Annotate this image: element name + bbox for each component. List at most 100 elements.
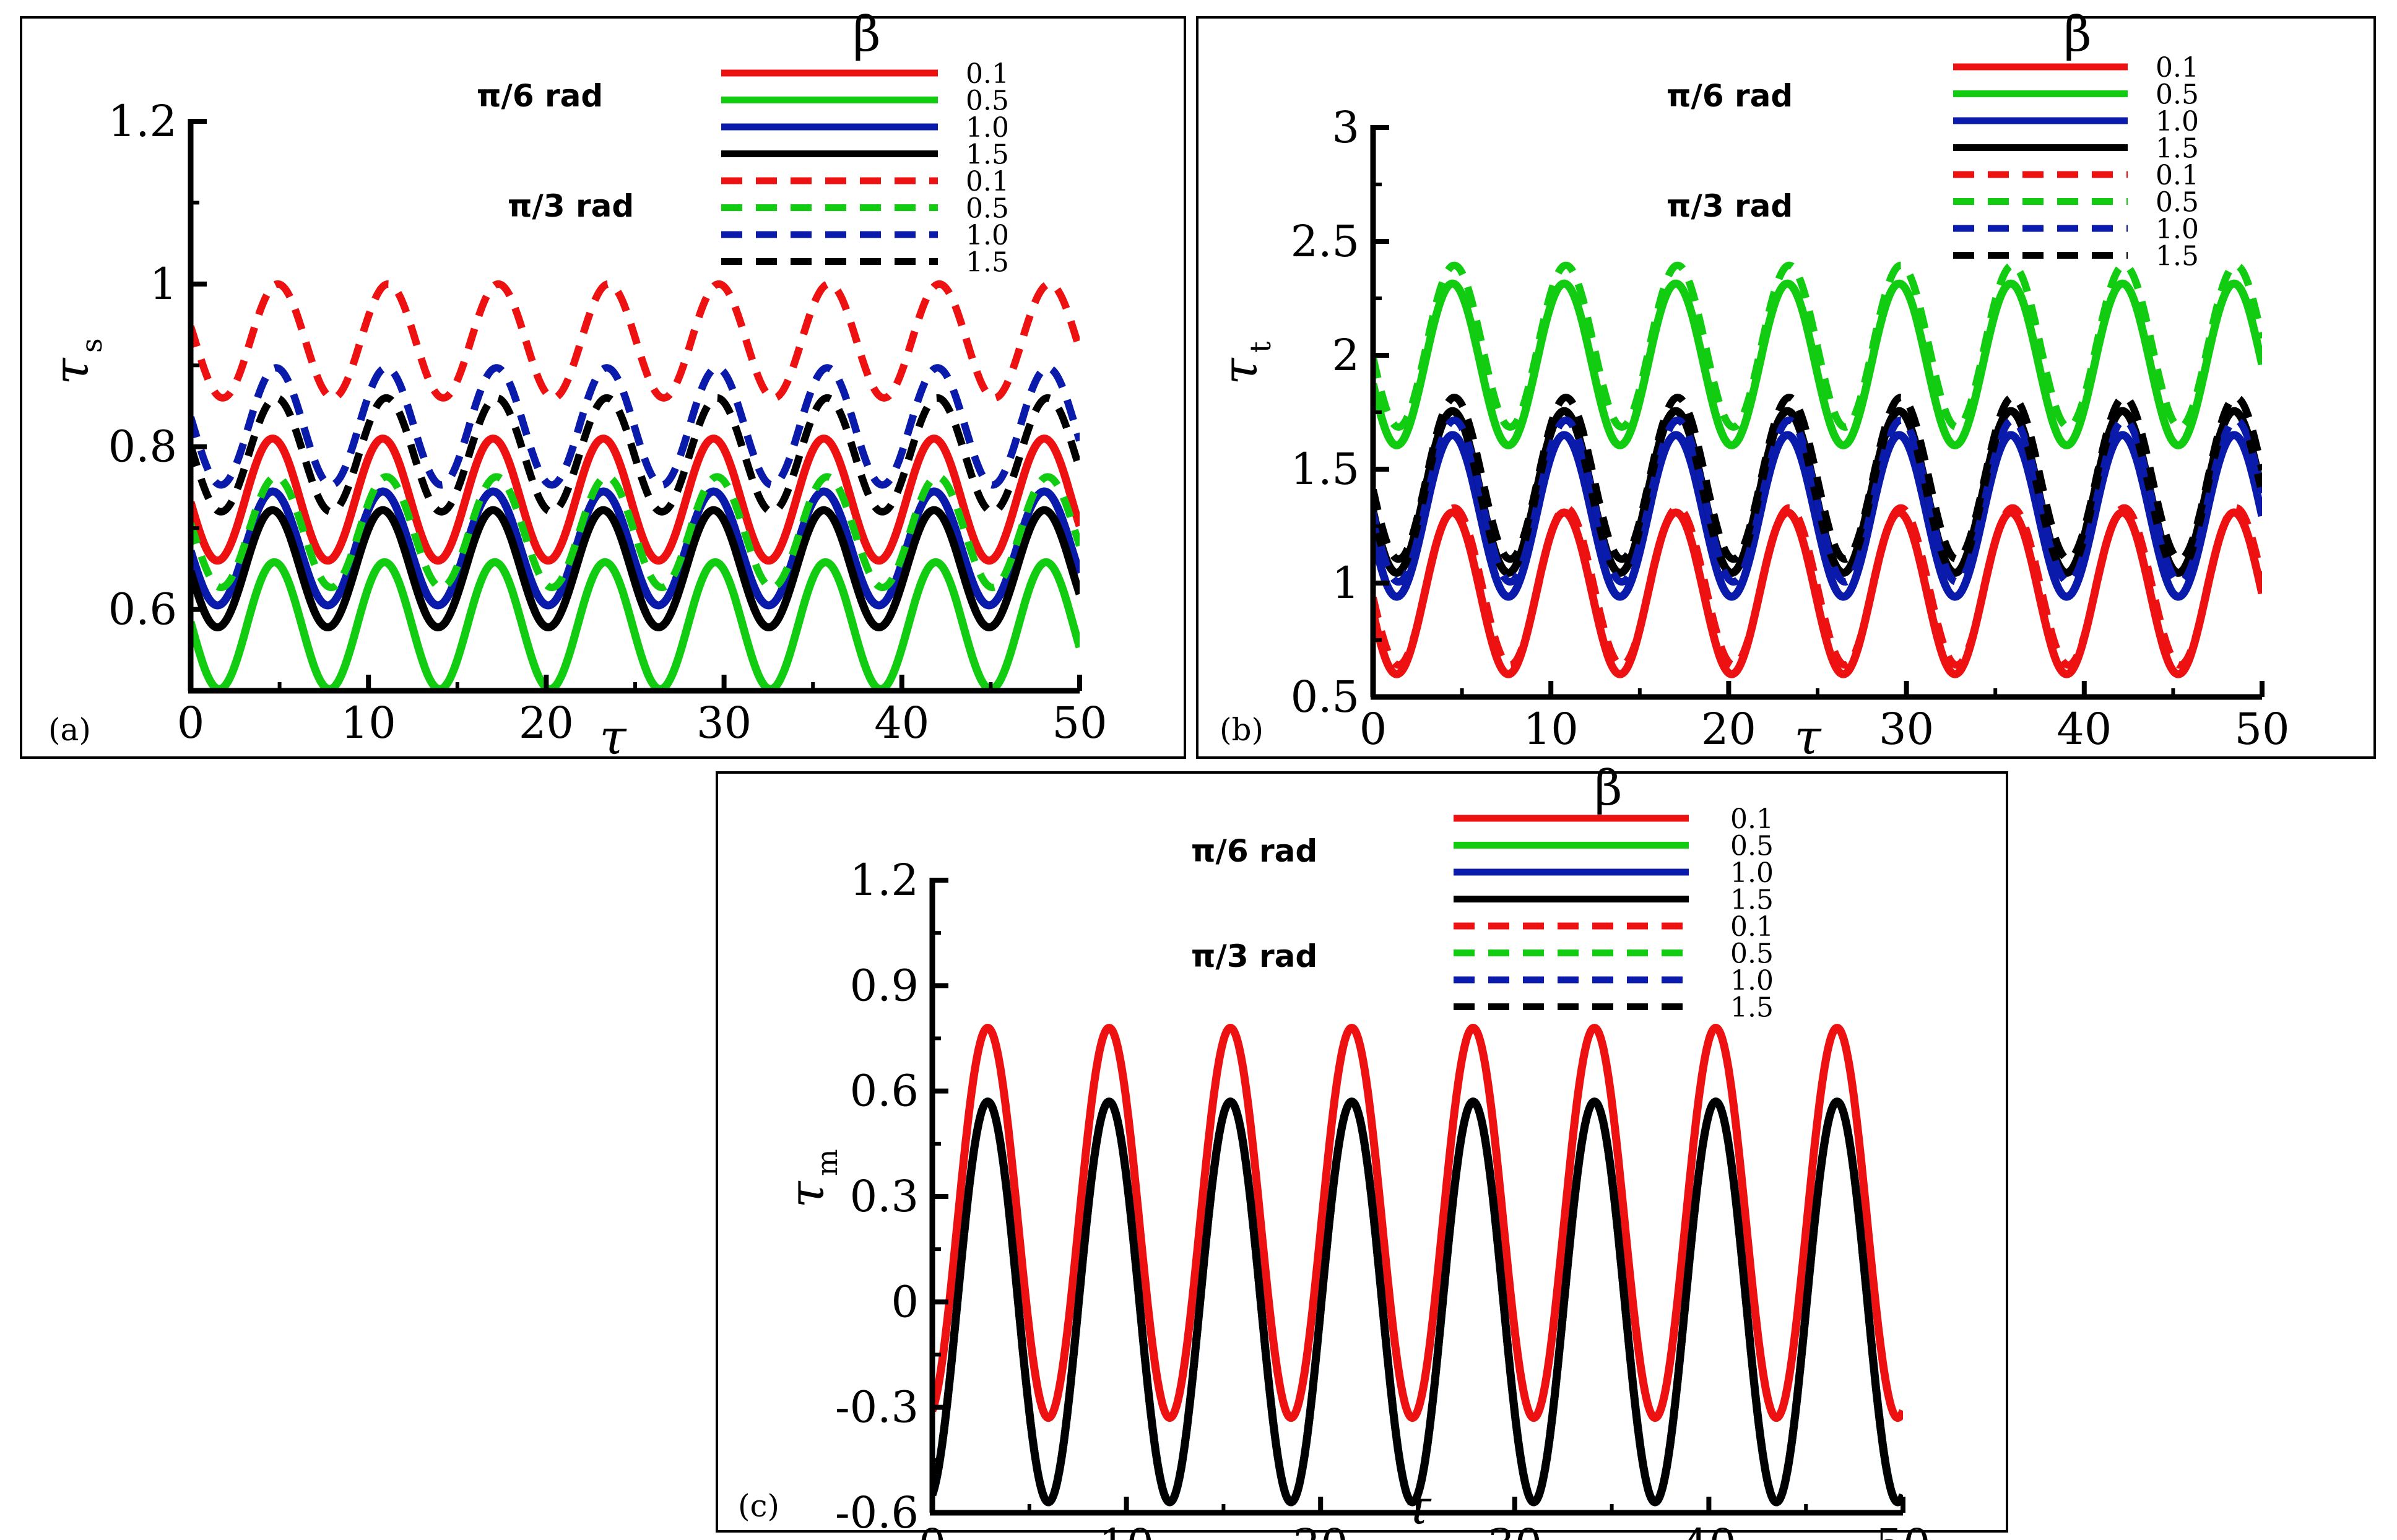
- y-axis-label-main: τ: [44, 357, 100, 385]
- x-tick-label: 30: [1487, 1520, 1542, 1540]
- legend-value: 1.0: [966, 220, 1009, 251]
- y-tick-label: 0: [891, 1276, 919, 1327]
- legend-value: 0.5: [966, 85, 1009, 117]
- y-tick-label: 2.5: [1291, 216, 1359, 267]
- y-tick-label: 0.8: [108, 422, 177, 472]
- y-axis-label-subscript: t: [1244, 341, 1277, 353]
- y-axis-label-subscript: m: [810, 1149, 844, 1176]
- x-tick-label: 10: [1099, 1520, 1154, 1540]
- panel-label: (a): [48, 712, 91, 748]
- series-line-green-solid-0_5: [1373, 279, 2262, 449]
- series-line-red-dashed-0_1: [1373, 504, 2262, 669]
- x-tick-label: 50: [1052, 698, 1107, 748]
- group-label: π/3 rad: [1667, 188, 1793, 224]
- legend-value: 0.5: [2156, 79, 2199, 111]
- legend-value: 0.5: [1730, 831, 1774, 862]
- series-line-black-dashed-1_5: [932, 1097, 1903, 1506]
- panel-b: 0 10 20 30 40 500.511.522.53ττt(b)β0.10.51.01…: [1213, 7, 2290, 766]
- y-axis-label: τt: [1213, 341, 1277, 385]
- y-axis-label: τs: [44, 338, 108, 384]
- legend-value: 0.5: [1730, 938, 1774, 970]
- panel-b-frame: [1196, 16, 2376, 759]
- legend-title: β: [852, 7, 880, 63]
- x-axis-label: τ: [1404, 1480, 1432, 1536]
- series-line-blue-solid-1_0: [1373, 431, 2262, 601]
- group-label: π/6 rad: [477, 78, 603, 114]
- legend-value: 1.5: [1730, 992, 1774, 1024]
- series-line-green-dashed-0_5: [1373, 261, 2262, 431]
- legend-title: β: [1594, 761, 1622, 816]
- y-tick-label: 0.5: [1291, 672, 1359, 722]
- legend-value: 0.1: [1730, 911, 1774, 943]
- y-tick-label: 0.6: [108, 584, 177, 635]
- series-line-blue-dashed-1_0: [191, 364, 1080, 489]
- legend-value: 0.1: [2156, 52, 2199, 84]
- series-line-red-dashed-0_1: [191, 280, 1080, 402]
- panel-a-frame: [20, 16, 1186, 759]
- y-tick-label: 1.2: [850, 855, 919, 906]
- series-line-green-solid-0_5: [191, 558, 1080, 693]
- legend-value: 1.0: [966, 112, 1009, 144]
- group-label: π/3 rad: [1191, 938, 1317, 974]
- group-label: π/3 rad: [508, 188, 634, 224]
- series-line-black-solid-1_5: [191, 506, 1080, 631]
- legend-value: 1.5: [966, 139, 1009, 171]
- legend-value: 0.1: [966, 58, 1009, 90]
- panel-label: (b): [1220, 712, 1264, 748]
- legend-value: 1.5: [1730, 885, 1774, 916]
- x-tick-label: 30: [696, 698, 752, 748]
- legend-value: 0.1: [966, 166, 1009, 197]
- x-axis-label: τ: [1794, 710, 1822, 766]
- series-group: [1373, 261, 2262, 678]
- series-line-red-dashed-0_1: [932, 1024, 1903, 1422]
- y-axis-label-main: τ: [779, 1180, 835, 1208]
- y-axis-label: τm: [779, 1149, 844, 1208]
- x-tick-label: 20: [1701, 704, 1756, 755]
- y-tick-label: 2: [1332, 330, 1359, 381]
- y-tick-label: 0.9: [850, 960, 919, 1011]
- y-tick-label: 1.2: [108, 96, 177, 147]
- y-tick-label: 1.5: [1291, 444, 1359, 495]
- legend-title: β: [2063, 7, 2091, 63]
- x-tick-label: 50: [2234, 704, 2289, 755]
- x-tick-label: 30: [1879, 704, 1934, 755]
- legend-value: 1.5: [2156, 133, 2199, 165]
- x-axis-label: τ: [599, 710, 627, 766]
- series-group: [932, 1024, 1903, 1507]
- legend-value: 0.5: [966, 193, 1009, 225]
- series-line-red-solid-0_1: [191, 435, 1080, 565]
- series-line-black-dashed-1_5: [1373, 394, 2262, 563]
- x-tick-label: 40: [2057, 704, 2112, 755]
- legend-value: 1.0: [1730, 857, 1774, 889]
- x-tick-label: 10: [341, 698, 396, 748]
- y-tick-label: 1: [149, 259, 177, 309]
- y-tick-label: 0.3: [850, 1171, 919, 1222]
- y-tick-label: 0.6: [850, 1066, 919, 1117]
- y-tick-label: -0.3: [835, 1382, 919, 1433]
- y-tick-label: -0.6: [835, 1487, 919, 1538]
- legend-value: 1.5: [2156, 241, 2199, 272]
- y-axis-label-main: τ: [1213, 357, 1268, 385]
- x-tick-label: 40: [1681, 1520, 1736, 1540]
- legend-value: 1.0: [2156, 214, 2199, 245]
- x-tick-label: 50: [1875, 1520, 1930, 1540]
- x-tick-label: 20: [1293, 1520, 1348, 1540]
- panel-label: (c): [738, 1488, 779, 1524]
- panel-a: 0 10 20 30 40 500.60.811.2ττs(a)β0.10.51.01.5…: [44, 7, 1107, 766]
- group-label: π/6 rad: [1191, 833, 1317, 869]
- x-tick-label: 10: [1524, 704, 1579, 755]
- legend-value: 0.1: [2156, 160, 2199, 191]
- y-axis-label-subscript: s: [75, 338, 108, 353]
- series-line-black-dashed-1_5: [191, 394, 1080, 516]
- panel-c: 01020304050-0.6-0.300.30.60.91.2ττm(c)β0…: [738, 761, 1931, 1540]
- y-tick-label: 3: [1332, 102, 1359, 153]
- y-tick-label: 1: [1332, 558, 1359, 608]
- x-tick-label: 0: [1359, 704, 1387, 755]
- x-tick-label: 0: [177, 698, 205, 748]
- legend-value: 1.0: [2156, 106, 2199, 137]
- legend-value: 1.5: [966, 247, 1009, 279]
